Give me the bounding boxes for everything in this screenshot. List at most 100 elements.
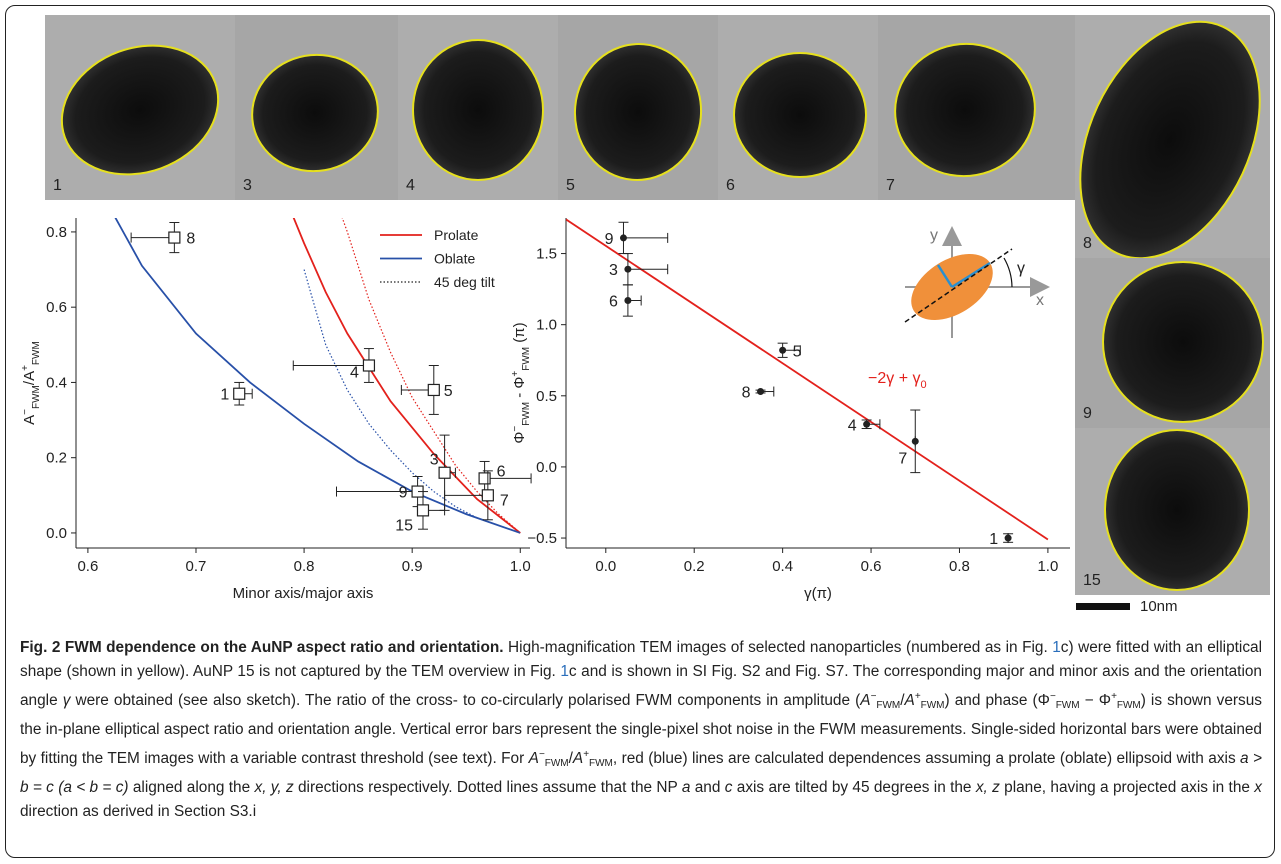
y-axis-label-part: FWM bbox=[521, 402, 532, 426]
sketch-label: x bbox=[1036, 292, 1044, 309]
nanoparticle bbox=[1105, 430, 1249, 590]
caption-text: FWM bbox=[1056, 700, 1080, 711]
point-label: 8 bbox=[186, 231, 195, 248]
caption-text: A bbox=[529, 750, 539, 767]
point bbox=[620, 234, 627, 241]
scale-bar bbox=[1076, 603, 1130, 610]
y-axis-label-part: − bbox=[20, 409, 31, 415]
point bbox=[439, 467, 450, 478]
y-axis-label-part: + bbox=[20, 365, 31, 371]
caption-text: FWM bbox=[1117, 700, 1141, 711]
y-tick-label: 0.8 bbox=[46, 224, 67, 241]
y-tick-label: −0.5 bbox=[527, 530, 557, 547]
caption-text: aligned along the bbox=[129, 779, 255, 796]
y-tick-label: 0.4 bbox=[46, 374, 67, 391]
caption-text: direction as derived in Section S3.i bbox=[20, 803, 256, 820]
y-axis-label-part: − bbox=[510, 426, 521, 432]
y-tick-label: 0.0 bbox=[46, 525, 67, 542]
charts: 0.60.70.80.91.00.00.20.40.60.8Minor axis… bbox=[20, 200, 1075, 620]
caption-text: , red (blue) lines are calculated depend… bbox=[613, 750, 1240, 767]
caption-text: were obtained (see also sketch). The rat… bbox=[70, 692, 860, 709]
caption-text: ) and phase (Φ bbox=[945, 692, 1050, 709]
y-axis-label-part: - Φ bbox=[511, 377, 528, 402]
point bbox=[479, 473, 490, 484]
tem-label: 7 bbox=[886, 177, 895, 194]
x-tick-label: 0.0 bbox=[595, 558, 616, 575]
point-label: 4 bbox=[350, 365, 359, 382]
chart-background bbox=[20, 200, 566, 620]
point bbox=[624, 266, 631, 273]
y-axis-label-part: FWM bbox=[521, 347, 532, 371]
nanoparticle bbox=[734, 53, 866, 177]
x-tick-label: 0.9 bbox=[402, 558, 423, 575]
x-tick-label: 1.0 bbox=[1037, 558, 1058, 575]
caption-text: A bbox=[573, 750, 583, 767]
point bbox=[1005, 535, 1012, 542]
point-label: 9 bbox=[399, 485, 408, 502]
x-tick-label: 0.8 bbox=[949, 558, 970, 575]
caption-text: directions respectively. Dotted lines as… bbox=[294, 779, 682, 796]
page: { "tem_images": [ {"label": "1"}, {"labe… bbox=[0, 0, 1281, 864]
tem-label: 9 bbox=[1083, 405, 1092, 422]
caption-text: plane, having a projected axis in the bbox=[1000, 779, 1254, 796]
tem-label: 15 bbox=[1083, 572, 1101, 589]
point bbox=[912, 438, 919, 445]
caption-title: Fig. 2 FWM dependence on the AuNP aspect… bbox=[20, 639, 504, 656]
point-label: 7 bbox=[500, 492, 509, 509]
caption-text: FWM bbox=[589, 758, 613, 769]
point-label: 15 bbox=[395, 517, 413, 534]
x-axis-label: Minor axis/major axis bbox=[233, 585, 374, 602]
point bbox=[863, 421, 870, 428]
caption-text: A bbox=[905, 692, 915, 709]
y-axis-label-part: (π) bbox=[511, 322, 528, 347]
x-tick-label: 0.2 bbox=[684, 558, 705, 575]
point bbox=[757, 388, 764, 395]
chart: 0.00.20.40.60.81.0−0.50.00.51.01.5γ(π)Φ−… bbox=[510, 200, 1075, 620]
legend-label: 45 deg tilt bbox=[434, 274, 495, 290]
caption-text: FWM bbox=[545, 758, 569, 769]
y-tick-label: 0.5 bbox=[536, 388, 557, 405]
caption-text: x, z bbox=[976, 779, 1000, 796]
tem-label: 4 bbox=[406, 177, 415, 194]
point-label: 6 bbox=[609, 294, 618, 311]
caption-text: FWM bbox=[876, 700, 900, 711]
tem-label: 1 bbox=[53, 177, 62, 194]
point-label: 3 bbox=[430, 452, 439, 469]
y-tick-label: 1.5 bbox=[536, 246, 557, 263]
x-tick-label: 1.0 bbox=[510, 558, 531, 575]
tem-label: 6 bbox=[726, 177, 735, 194]
point-label: 8 bbox=[742, 385, 751, 402]
legend-label: Prolate bbox=[434, 227, 479, 243]
point-label: 4 bbox=[848, 417, 857, 434]
caption-text: 1 bbox=[1052, 639, 1061, 656]
point-label: 9 bbox=[605, 231, 614, 248]
y-tick-label: 0.6 bbox=[46, 299, 67, 316]
caption-text: x bbox=[1254, 779, 1262, 796]
x-tick-label: 0.6 bbox=[77, 558, 98, 575]
y-axis-label-part: Φ bbox=[511, 432, 528, 444]
caption-text: axis are tilted by 45 degrees in the bbox=[732, 779, 975, 796]
point-label: 5 bbox=[793, 343, 802, 360]
point bbox=[428, 384, 439, 395]
sketch-label: y bbox=[930, 227, 938, 244]
y-tick-label: 1.0 bbox=[536, 317, 557, 334]
caption: Fig. 2 FWM dependence on the AuNP aspect… bbox=[20, 636, 1262, 825]
annotation-part: −2γ + γ bbox=[868, 370, 920, 387]
y-tick-label: 0.0 bbox=[536, 459, 557, 476]
nanoparticle bbox=[1103, 262, 1263, 422]
annotation-part: 0 bbox=[920, 379, 926, 391]
sketch-label: γ bbox=[1017, 260, 1025, 277]
point-label: 6 bbox=[497, 463, 506, 480]
legend-label: Oblate bbox=[434, 251, 475, 267]
caption-text: A bbox=[860, 692, 870, 709]
caption-text: and bbox=[690, 779, 724, 796]
y-axis-label-part: FWM bbox=[31, 385, 42, 409]
caption-text: FWM bbox=[921, 700, 945, 711]
x-tick-label: 0.4 bbox=[772, 558, 793, 575]
caption-text: 1 bbox=[560, 663, 569, 680]
point bbox=[482, 490, 493, 501]
point bbox=[779, 347, 786, 354]
x-axis-label: γ(π) bbox=[804, 585, 832, 602]
